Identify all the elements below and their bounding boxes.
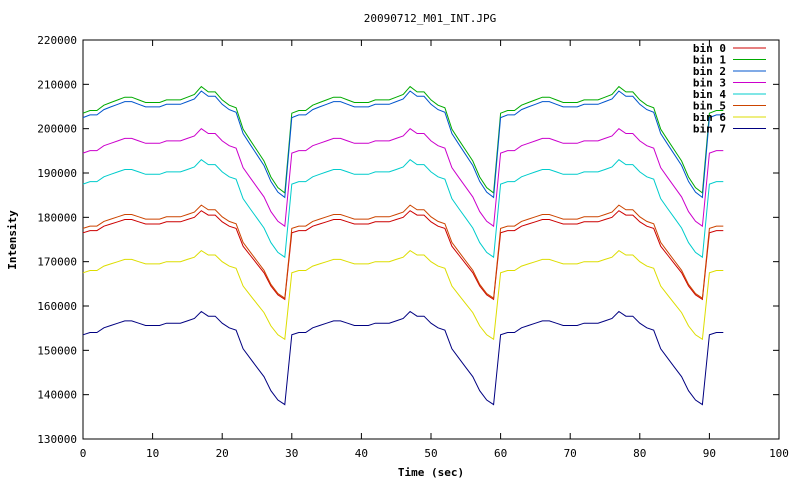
y-tick-label: 190000	[37, 167, 77, 180]
y-tick-label: 220000	[37, 34, 77, 47]
y-tick-label: 150000	[37, 344, 77, 357]
legend-label: bin 7	[693, 123, 726, 136]
axis-ticks: 0 10 20 30 40 50 60 70 80 90 100 130000 140000 150000…	[37, 34, 789, 460]
y-tick-label: 140000	[37, 389, 77, 402]
series-line-bin-5	[82, 204, 724, 300]
x-tick-label: 20	[216, 447, 229, 460]
x-tick-label: 10	[146, 447, 159, 460]
x-tick-label: 0	[80, 447, 87, 460]
x-axis-label: Time (sec)	[398, 466, 464, 479]
x-tick-label: 90	[703, 447, 716, 460]
legend-label: bin 3	[693, 77, 726, 90]
series-line-bin-7	[82, 310, 724, 406]
series-line-bin-2	[82, 90, 724, 199]
legend-label: bin 2	[693, 65, 726, 78]
legend-label: bin 1	[693, 54, 726, 67]
series-group	[82, 85, 724, 406]
y-tick-label: 200000	[37, 123, 77, 136]
x-tick-label: 40	[355, 447, 368, 460]
y-tick-label: 160000	[37, 300, 77, 313]
series-line-bin-1	[82, 85, 724, 194]
x-tick-label: 80	[633, 447, 646, 460]
legend-label: bin 0	[693, 42, 726, 55]
x-tick-label: 50	[424, 447, 437, 460]
legend-label: bin 5	[693, 100, 726, 113]
y-axis-label: Intensity	[6, 210, 19, 270]
y-tick-label: 210000	[37, 78, 77, 91]
y-tick-label: 170000	[37, 256, 77, 269]
legend-label: bin 4	[693, 88, 726, 101]
y-tick-label: 180000	[37, 211, 77, 224]
series-line-bin-6	[82, 249, 724, 341]
series-line-bin-0	[82, 210, 724, 301]
x-tick-label: 70	[564, 447, 577, 460]
series-line-bin-3	[82, 128, 724, 228]
x-tick-label: 100	[769, 447, 789, 460]
chart-title: 20090712_M01_INT.JPG	[364, 12, 496, 25]
x-tick-label: 30	[285, 447, 298, 460]
x-tick-label: 60	[494, 447, 507, 460]
y-tick-label: 130000	[37, 433, 77, 446]
series-line-bin-4	[82, 159, 724, 259]
legend-label: bin 6	[693, 111, 726, 124]
